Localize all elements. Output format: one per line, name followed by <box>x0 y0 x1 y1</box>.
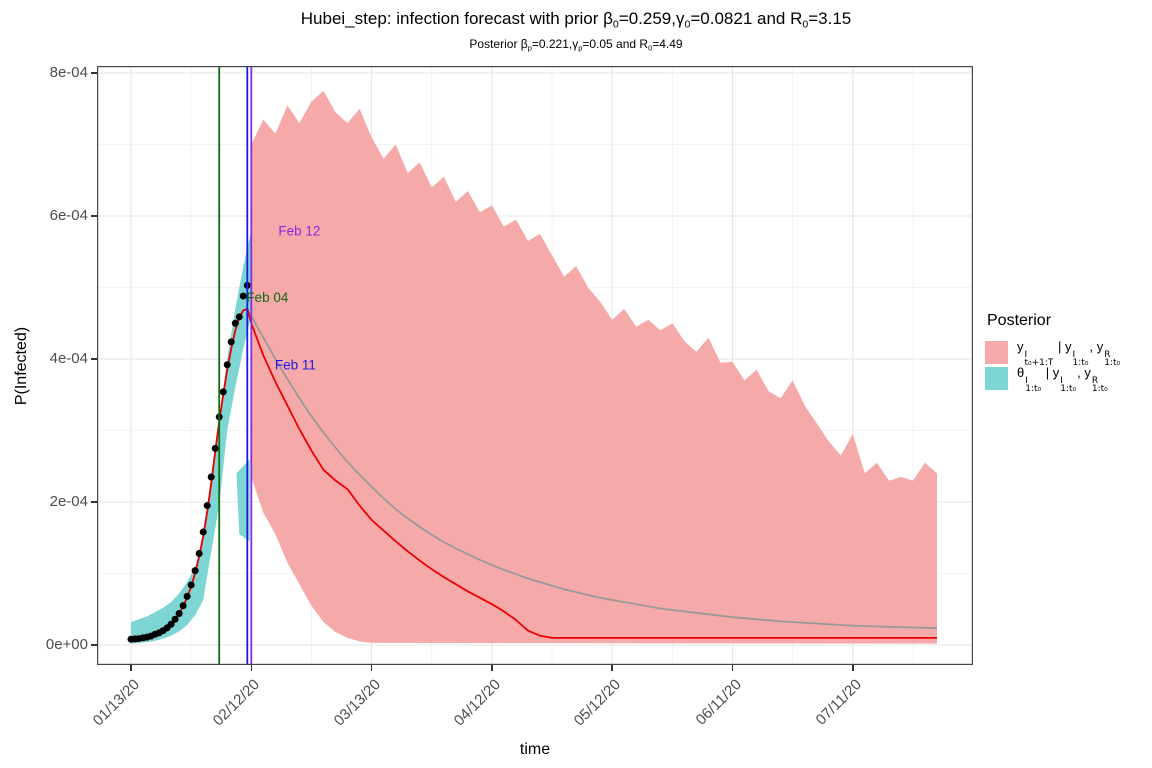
legend-title: Posterior <box>987 312 1052 329</box>
chart-title: Hubei_step: infection forecast with prio… <box>300 9 852 31</box>
legend-swatch-theta-band <box>985 367 1008 390</box>
panel-border <box>97 66 973 665</box>
plot-panel: Feb 12 Feb 04 Feb 11 <box>97 66 973 665</box>
x-tick-mark <box>852 665 854 671</box>
y-tick-label: 8e-04 <box>49 64 88 81</box>
x-tick-mark <box>250 665 253 671</box>
x-tick-mark <box>130 665 132 671</box>
y-tick-mark <box>91 358 97 360</box>
y-tick-label: 2e-04 <box>49 493 88 510</box>
y-tick-mark <box>91 501 97 503</box>
annotation-feb-04: Feb 04 <box>246 290 289 305</box>
x-tick-mark <box>370 665 373 671</box>
y-axis-title: P(Infected) <box>13 326 30 406</box>
legend-label-2: θ I 1:t₀ | y I 1:t₀, y R 1:t₀ <box>1017 364 1108 394</box>
x-axis-title: time <box>519 741 551 758</box>
y-tick-mark <box>91 644 97 646</box>
x-tick-mark <box>611 665 613 671</box>
y-tick-mark <box>91 72 97 74</box>
legend-entry-2: θ I 1:t₀ | y I 1:t₀, y R 1:t₀ <box>985 364 1152 394</box>
x-tick-mark <box>731 665 734 671</box>
y-tick-label: 4e-04 <box>49 350 88 367</box>
legend-swatch-forecast-band <box>985 341 1008 364</box>
x-tick-mark <box>491 665 493 671</box>
y-tick-mark <box>91 215 97 217</box>
annotation-feb-11: Feb 11 <box>275 358 316 373</box>
chart-subtitle: Posterior βp=0.221,γp=0.05 and R0=4.49 <box>469 37 683 53</box>
y-tick-label: 0e+00 <box>45 636 88 653</box>
forecast-credible-band <box>251 90 938 644</box>
annotation-feb-12: Feb 12 <box>278 223 320 238</box>
plot-canvas: Feb 12 Feb 04 Feb 11 <box>97 66 973 665</box>
y-tick-label: 6e-04 <box>49 207 88 224</box>
observed-points <box>127 281 251 643</box>
